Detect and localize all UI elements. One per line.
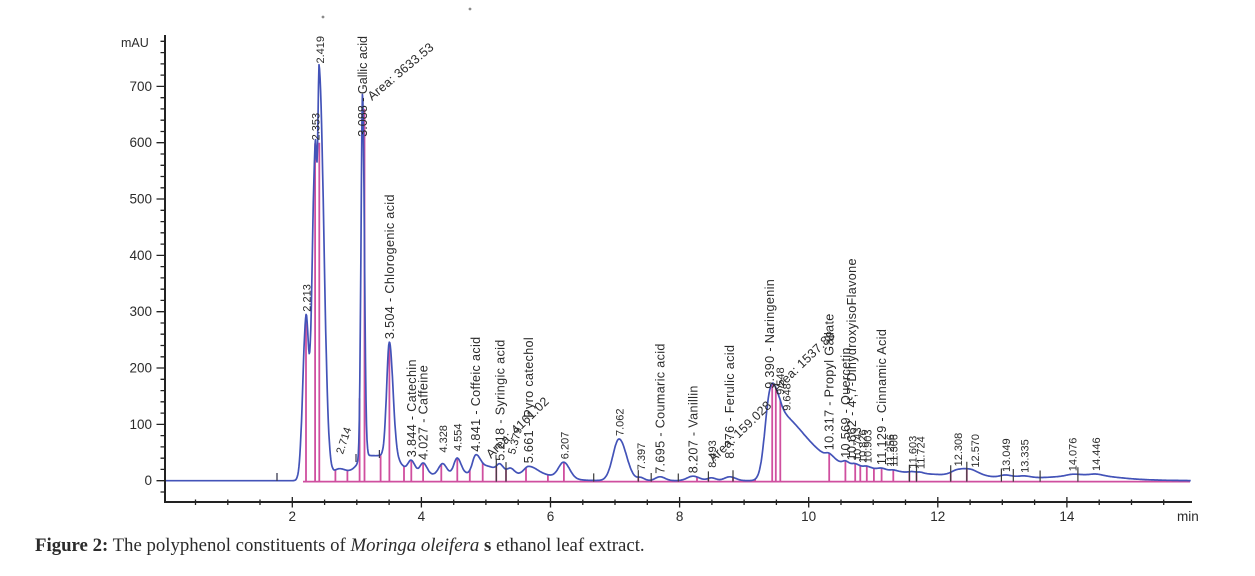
svg-text:100: 100 xyxy=(129,417,152,432)
svg-text:3.088 - Gallic acid: 3.088 - Gallic acid xyxy=(356,36,370,137)
svg-text:10.743: 10.743 xyxy=(852,427,864,461)
svg-text:11.129 - Cinnamic Acid: 11.129 - Cinnamic Acid xyxy=(875,329,889,465)
svg-text:Figure 2: The polyphenol const: Figure 2: The polyphenol constituents of… xyxy=(35,535,645,556)
svg-text:7.695 - Coumaric acid: 7.695 - Coumaric acid xyxy=(653,343,667,474)
svg-text:4.841 - Coffeic acid: 4.841 - Coffeic acid xyxy=(469,337,483,452)
svg-text:10.662 - 4',7-DihydroxyisoFlav: 10.662 - 4',7-DihydroxyisoFlavone xyxy=(845,258,859,460)
svg-text:9.548: 9.548 xyxy=(775,367,787,395)
svg-text:2.213: 2.213 xyxy=(302,284,314,312)
svg-text:13.335: 13.335 xyxy=(1020,439,1032,473)
svg-text:8: 8 xyxy=(676,509,684,524)
svg-text:400: 400 xyxy=(129,248,152,263)
svg-text:4.328: 4.328 xyxy=(438,425,450,453)
svg-text:14.076: 14.076 xyxy=(1067,438,1079,472)
svg-text:4.554: 4.554 xyxy=(453,423,465,451)
svg-text:10.317 - Propyl Gallate: 10.317 - Propyl Gallate xyxy=(823,313,837,450)
svg-text:8.493: 8.493 xyxy=(707,440,719,468)
svg-text:4: 4 xyxy=(418,509,426,524)
svg-text:11.306: 11.306 xyxy=(889,434,901,467)
svg-text:2.419: 2.419 xyxy=(315,36,327,64)
svg-text:12: 12 xyxy=(930,509,945,524)
svg-text:10.826: 10.826 xyxy=(858,429,870,463)
svg-text:7.062: 7.062 xyxy=(615,408,627,436)
svg-text:300: 300 xyxy=(129,304,152,319)
svg-text:2.353: 2.353 xyxy=(311,113,323,141)
svg-text:3.844 - Catechin: 3.844 - Catechin xyxy=(405,359,419,457)
svg-text:600: 600 xyxy=(129,135,152,150)
svg-text:11.256: 11.256 xyxy=(885,434,897,467)
svg-text:13.049: 13.049 xyxy=(1001,438,1013,472)
svg-text:12.308: 12.308 xyxy=(953,433,965,467)
svg-text:8.207 - Vanillin: 8.207 - Vanillin xyxy=(687,385,701,473)
svg-text:2: 2 xyxy=(289,509,297,524)
svg-text:11.724: 11.724 xyxy=(916,436,928,469)
svg-text:14: 14 xyxy=(1059,509,1075,524)
svg-text:500: 500 xyxy=(129,192,152,207)
svg-text:6: 6 xyxy=(547,509,555,524)
svg-text:3.504 - Chlorogenic acid: 3.504 - Chlorogenic acid xyxy=(383,194,397,339)
svg-text:12.570: 12.570 xyxy=(970,434,982,468)
svg-text:8.776 - Ferulic acid: 8.776 - Ferulic acid xyxy=(723,345,737,459)
svg-text:10.903: 10.903 xyxy=(863,429,875,463)
svg-text:7.397: 7.397 xyxy=(636,443,648,471)
svg-text:700: 700 xyxy=(129,79,152,94)
svg-text:9.390 - Naringenin: 9.390 - Naringenin xyxy=(763,279,777,389)
svg-text:9.648: 9.648 xyxy=(782,383,794,411)
svg-text:11.603: 11.603 xyxy=(908,436,920,469)
svg-text:10.569 - Quercetin: 10.569 - Quercetin xyxy=(839,347,853,458)
svg-text:10: 10 xyxy=(801,509,816,524)
svg-text:0: 0 xyxy=(144,473,152,488)
svg-text:6.207: 6.207 xyxy=(559,432,571,460)
svg-text:200: 200 xyxy=(129,361,152,376)
svg-text:5.218 - Syringic acid: 5.218 - Syringic acid xyxy=(494,339,508,460)
svg-text:5.661 - Pyro catechol: 5.661 - Pyro catechol xyxy=(522,337,536,463)
svg-text:14.446: 14.446 xyxy=(1091,437,1103,471)
svg-text:4.027 - Caffeine: 4.027 - Caffeine xyxy=(417,365,431,460)
svg-text:min: min xyxy=(1177,509,1199,524)
svg-text:mAU: mAU xyxy=(121,36,149,50)
